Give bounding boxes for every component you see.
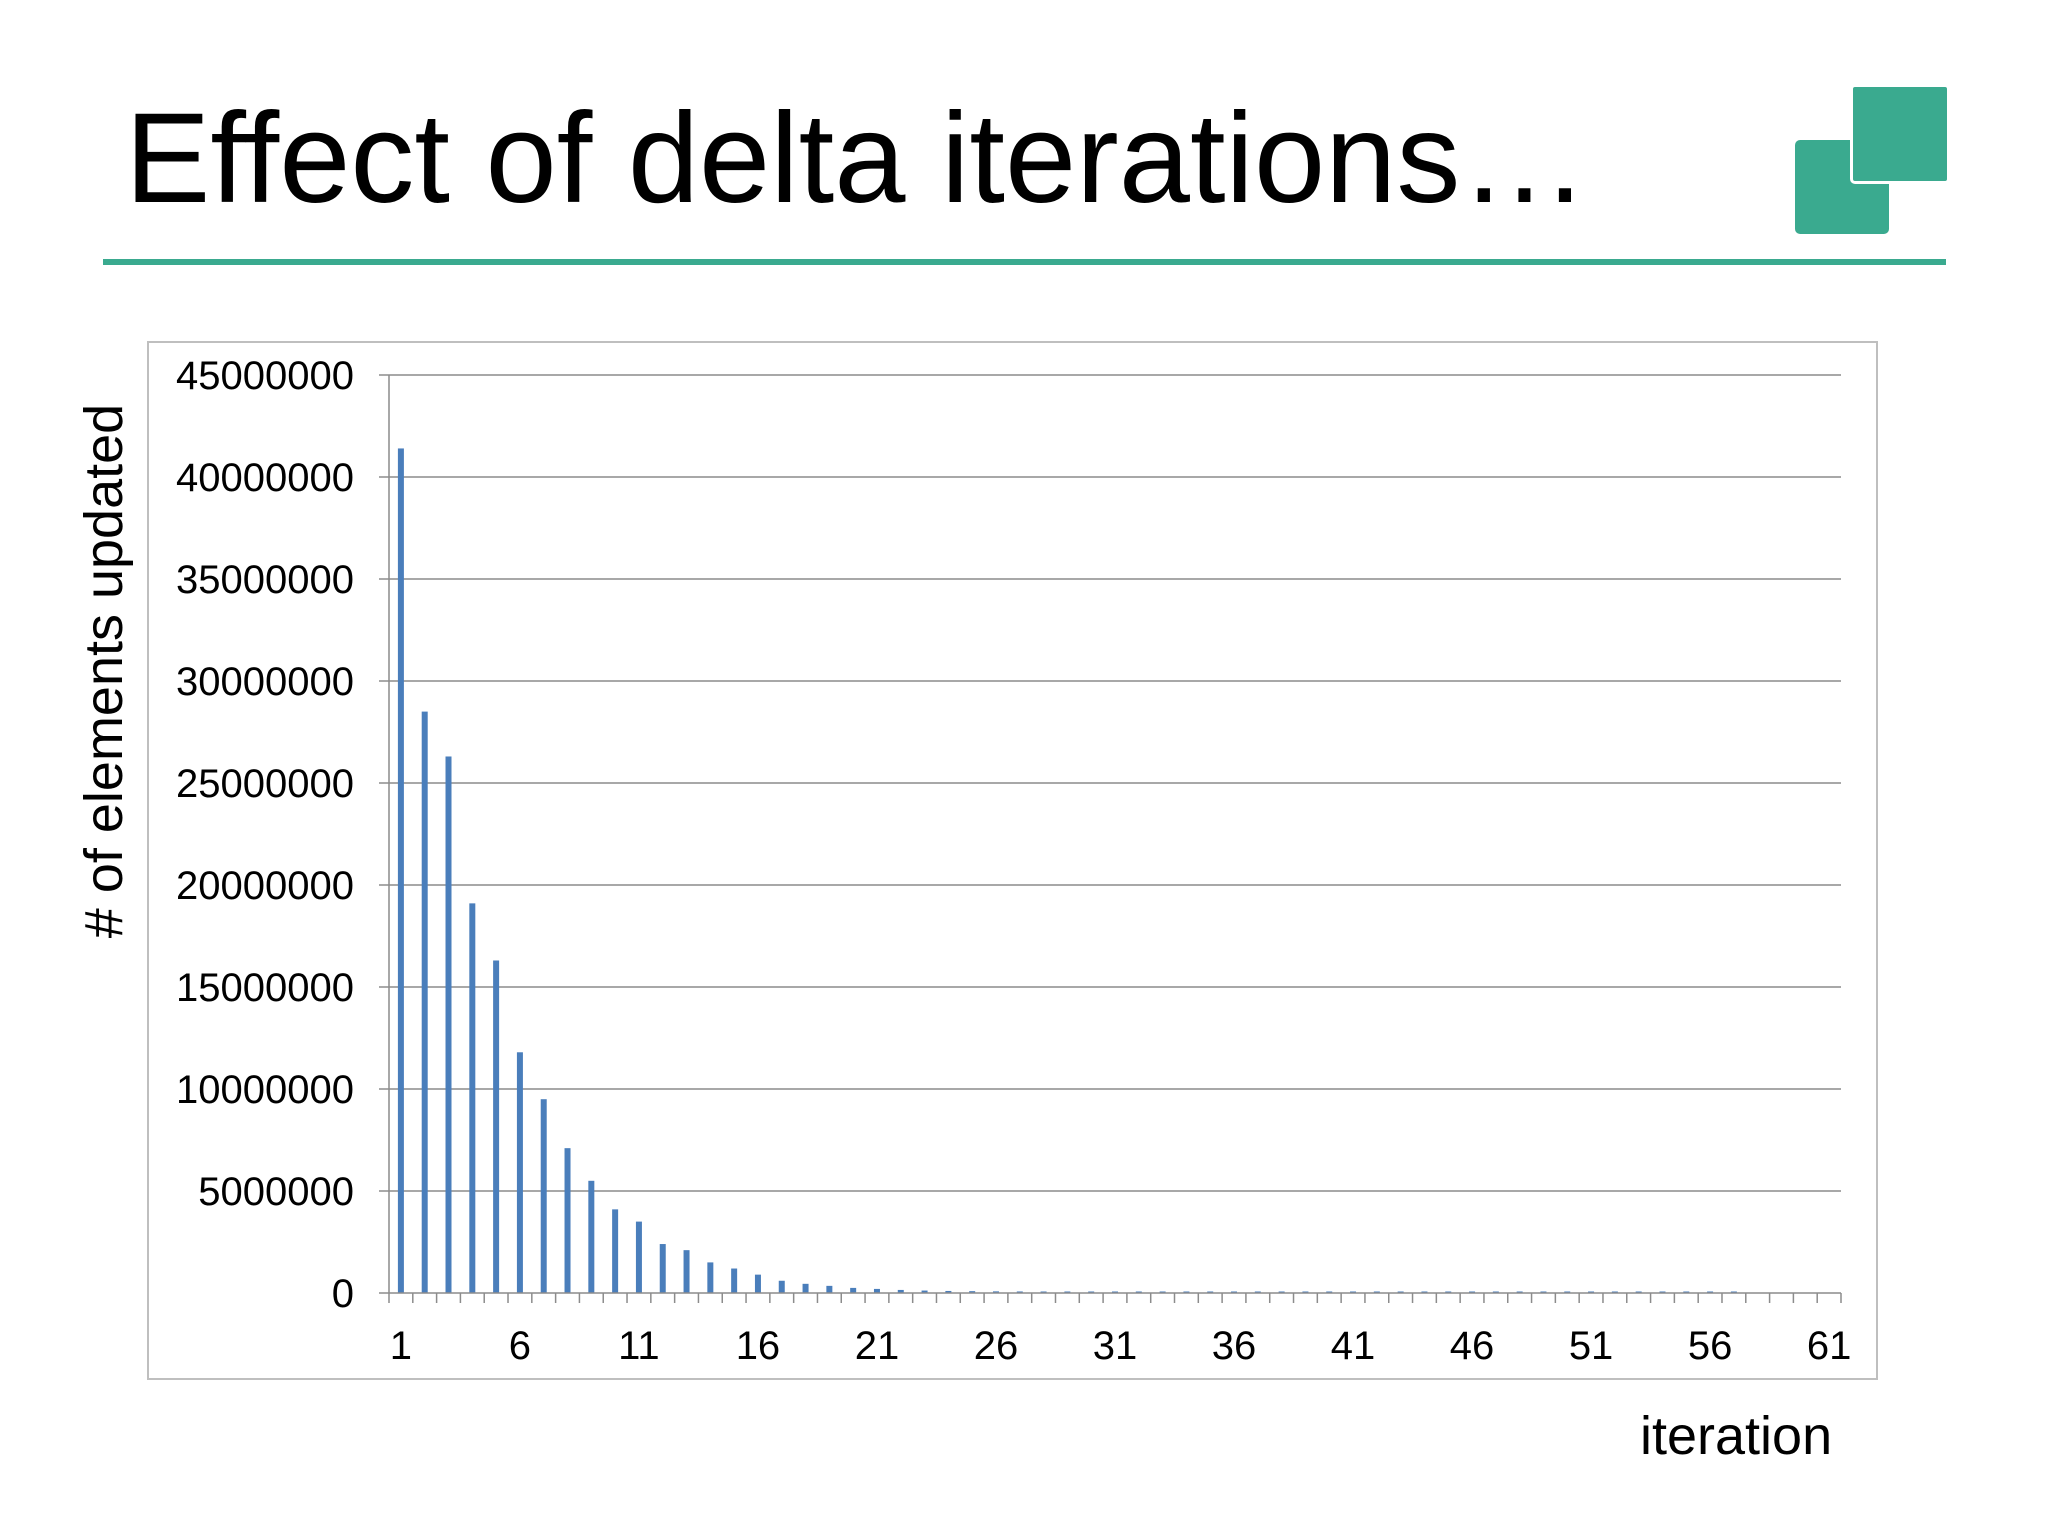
- bar: [731, 1268, 738, 1293]
- x-tick-label: 1: [390, 1324, 412, 1368]
- y-tick-label: 35000000: [176, 558, 354, 602]
- x-tick-label: 51: [1569, 1324, 1614, 1368]
- x-tick-label: 36: [1212, 1324, 1257, 1368]
- bar: [873, 1288, 880, 1293]
- chart-frame: [147, 341, 1878, 1380]
- y-tick-labels: 0 5000000 10000000 15000000 20000000 25000000…: [176, 354, 354, 1316]
- bar: [1016, 1291, 1023, 1293]
- x-tick-label: 61: [1807, 1324, 1852, 1368]
- bar: [469, 903, 476, 1293]
- x-tick-label: 56: [1688, 1324, 1733, 1368]
- bar: [659, 1244, 666, 1293]
- x-tick-label: 6: [509, 1324, 531, 1368]
- bar: [540, 1099, 547, 1293]
- bar: [969, 1291, 976, 1293]
- y-tick-label: 5000000: [198, 1170, 354, 1214]
- x-tick-label: 16: [736, 1324, 781, 1368]
- x-tick-label: 46: [1450, 1324, 1495, 1368]
- bar: [683, 1250, 690, 1293]
- x-tick-label: 11: [618, 1324, 660, 1368]
- bar: [850, 1287, 857, 1293]
- x-axis-title: iteration: [1640, 1406, 1833, 1466]
- bar: [992, 1291, 999, 1293]
- x-tick-label: 21: [855, 1324, 900, 1368]
- bar: [612, 1209, 619, 1293]
- x-tick-label: 31: [1093, 1324, 1138, 1368]
- y-tick-label: 10000000: [176, 1068, 354, 1112]
- bar: [588, 1180, 595, 1293]
- title-divider: [103, 259, 1946, 265]
- bar: [802, 1283, 809, 1293]
- bars: [397, 448, 1737, 1293]
- bar: [445, 756, 452, 1293]
- bar: [635, 1221, 642, 1293]
- bar: [826, 1285, 833, 1293]
- logo-front-square: [1850, 84, 1950, 184]
- y-tick-label: 45000000: [176, 354, 354, 398]
- x-tick-label: 41: [1331, 1324, 1376, 1368]
- y-tick-label: 25000000: [176, 762, 354, 806]
- slide-title: Effect of delta iterations…: [125, 87, 1589, 230]
- bar: [897, 1289, 904, 1293]
- bar: [945, 1290, 952, 1293]
- y-tick-label: 20000000: [176, 864, 354, 908]
- y-tick-label: 40000000: [176, 456, 354, 500]
- bar: [707, 1262, 714, 1293]
- x-tick-label: 26: [974, 1324, 1019, 1368]
- bar: [754, 1274, 761, 1293]
- two-squares-logo-icon: [1795, 84, 1950, 236]
- bar: [421, 711, 428, 1293]
- bar: [921, 1290, 928, 1293]
- y-tick-label: 15000000: [176, 966, 354, 1010]
- bar: [493, 960, 500, 1293]
- bar: [564, 1148, 571, 1293]
- bar: [397, 448, 404, 1293]
- y-tick-label: 0: [332, 1272, 354, 1316]
- x-tick-labels: 1 6 11 16 21 26 31 36 41 46 51 56 61: [390, 1324, 1852, 1368]
- bar: [778, 1280, 785, 1293]
- y-tick-label: 30000000: [176, 660, 354, 704]
- gridlines: [389, 374, 1841, 1192]
- bar: [516, 1052, 523, 1293]
- axes: [379, 374, 1842, 1303]
